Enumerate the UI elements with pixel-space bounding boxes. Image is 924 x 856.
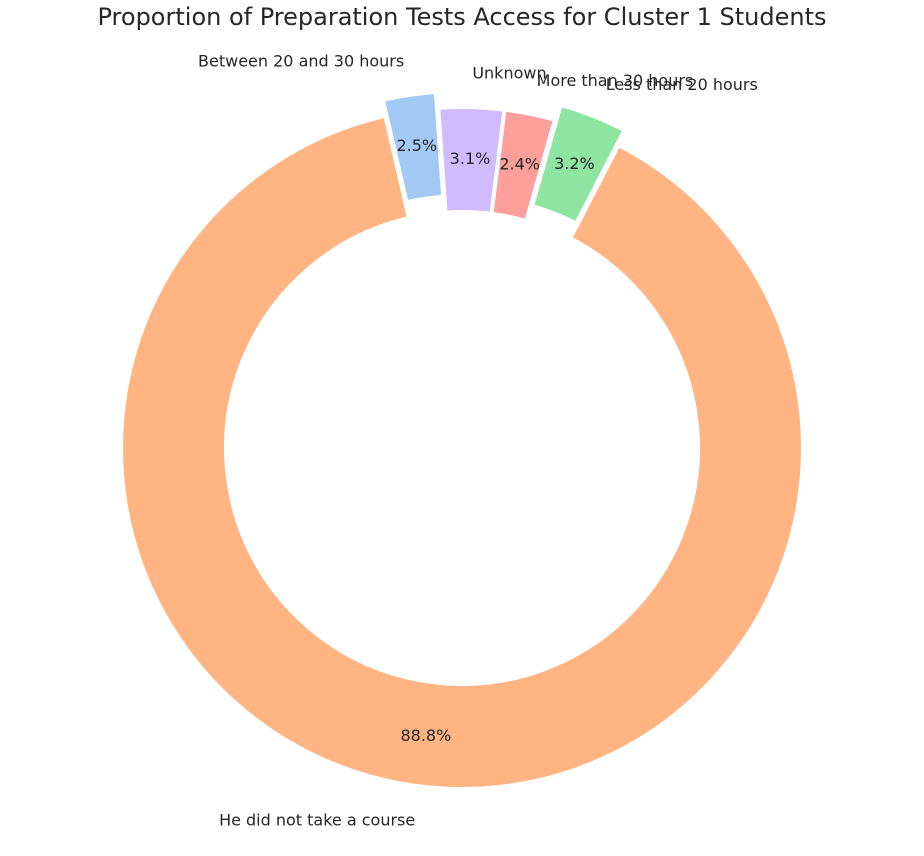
slice-unknown xyxy=(436,105,507,216)
pct-label-unknown: 3.1% xyxy=(450,149,491,168)
pct-label-less-than-20-hours: 3.2% xyxy=(554,154,595,173)
slice-he-did-not-take-a-course xyxy=(119,113,805,791)
category-label-unknown: Unknown xyxy=(472,64,546,83)
category-label-he-did-not-take-a-course: He did not take a course xyxy=(219,811,415,830)
slices-group xyxy=(119,90,805,791)
pct-label-more-than-30-hours: 2.4% xyxy=(499,154,540,173)
chart-title: Proportion of Preparation Tests Access f… xyxy=(98,3,827,31)
category-label-less-than-20-hours: Less than 20 hours xyxy=(606,75,758,94)
labels-group: 2.5% Between 20 and 30 hours 88.8% He did n… xyxy=(198,52,758,830)
pct-label-between-20-and-30-hours: 2.5% xyxy=(396,136,437,155)
pct-label-he-did-not-take-a-course: 88.8% xyxy=(400,726,451,745)
category-label-between-20-and-30-hours: Between 20 and 30 hours xyxy=(198,52,404,71)
category-label-more-than-30-hours: More than 30 hours xyxy=(537,71,694,90)
